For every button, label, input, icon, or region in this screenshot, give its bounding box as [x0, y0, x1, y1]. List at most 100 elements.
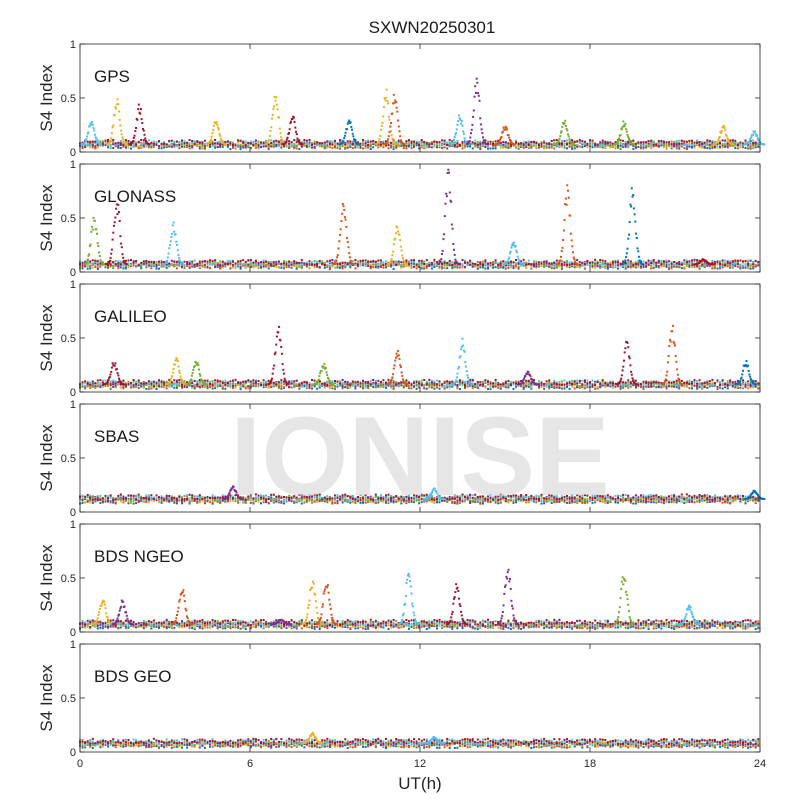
spike-point	[751, 133, 754, 136]
data-point	[145, 264, 148, 267]
data-point	[124, 144, 127, 147]
spike-point	[341, 212, 344, 215]
spike-point	[344, 131, 347, 134]
data-point	[336, 146, 339, 149]
data-point	[655, 386, 658, 389]
data-point	[451, 145, 454, 147]
data-point	[362, 382, 364, 385]
spike-point	[445, 192, 448, 195]
data-point	[270, 385, 273, 388]
data-point	[188, 147, 191, 150]
data-point	[525, 141, 528, 144]
data-point	[91, 146, 94, 149]
spike-point	[502, 126, 505, 129]
spike-point	[485, 143, 488, 146]
data-point	[81, 267, 84, 270]
data-point	[492, 142, 495, 145]
data-point	[558, 144, 561, 147]
data-point	[489, 140, 492, 143]
data-point	[747, 145, 750, 148]
spike-point	[394, 101, 397, 103]
data-point	[527, 140, 530, 143]
data-point	[673, 263, 676, 266]
data-point	[685, 140, 688, 143]
data-point	[295, 265, 298, 268]
data-point	[119, 266, 122, 269]
data-point	[662, 143, 665, 146]
data-point	[731, 141, 734, 144]
spike-point	[448, 171, 450, 174]
data-point	[749, 263, 752, 266]
data-point	[191, 260, 194, 263]
data-point	[668, 141, 670, 144]
spike-point	[110, 248, 113, 251]
data-point	[430, 146, 433, 149]
data-point	[591, 265, 594, 268]
data-point	[397, 139, 400, 142]
spike-point	[211, 131, 214, 134]
spike-point	[390, 259, 392, 262]
data-point	[731, 139, 734, 142]
data-point	[293, 262, 296, 265]
data-point	[487, 388, 489, 390]
spike-point	[145, 141, 148, 144]
data-point	[754, 265, 757, 268]
data-point	[509, 260, 512, 263]
data-point	[311, 144, 313, 147]
spike-point	[168, 247, 171, 250]
data-point	[757, 145, 760, 148]
spike-point	[727, 138, 730, 141]
spike-point	[91, 121, 93, 124]
data-point	[530, 266, 533, 269]
data-point	[563, 261, 566, 264]
data-point	[280, 266, 283, 269]
data-point	[545, 142, 548, 145]
spike-point	[457, 263, 460, 265]
data-point	[214, 142, 217, 145]
data-point	[484, 259, 487, 262]
data-point	[418, 144, 421, 146]
data-point	[341, 267, 344, 270]
data-point	[254, 259, 257, 262]
data-point	[731, 264, 734, 267]
data-point	[560, 144, 563, 147]
data-point	[270, 262, 273, 265]
data-point	[752, 261, 755, 264]
data-point	[127, 146, 130, 149]
data-point	[94, 142, 97, 145]
data-point	[517, 147, 520, 150]
spike-point	[111, 126, 114, 129]
data-point	[272, 265, 275, 268]
spike-point	[625, 128, 628, 131]
spike-point	[481, 132, 484, 135]
spike-point	[452, 243, 455, 245]
data-point	[629, 260, 632, 263]
spike-point	[568, 138, 571, 141]
data-point	[688, 260, 691, 263]
data-point	[308, 260, 311, 263]
data-point	[96, 260, 99, 263]
spike-point	[120, 129, 123, 132]
data-point	[168, 262, 171, 265]
data-point	[147, 145, 150, 148]
data-point	[451, 261, 454, 264]
spike-point	[120, 242, 123, 245]
data-point	[614, 262, 617, 265]
data-point	[318, 145, 321, 148]
data-point	[749, 265, 752, 268]
data-point	[474, 144, 477, 147]
data-point	[619, 263, 622, 266]
data-point	[691, 139, 693, 142]
spike-point	[557, 141, 560, 144]
data-point	[578, 140, 581, 143]
data-point	[719, 264, 721, 267]
data-point	[305, 383, 308, 386]
data-point	[634, 386, 637, 389]
data-point	[160, 385, 163, 388]
spike-point	[216, 123, 219, 126]
data-point	[410, 144, 413, 147]
spike-point	[125, 263, 128, 266]
data-point	[708, 145, 711, 148]
data-point	[629, 266, 632, 269]
data-point	[160, 261, 163, 264]
